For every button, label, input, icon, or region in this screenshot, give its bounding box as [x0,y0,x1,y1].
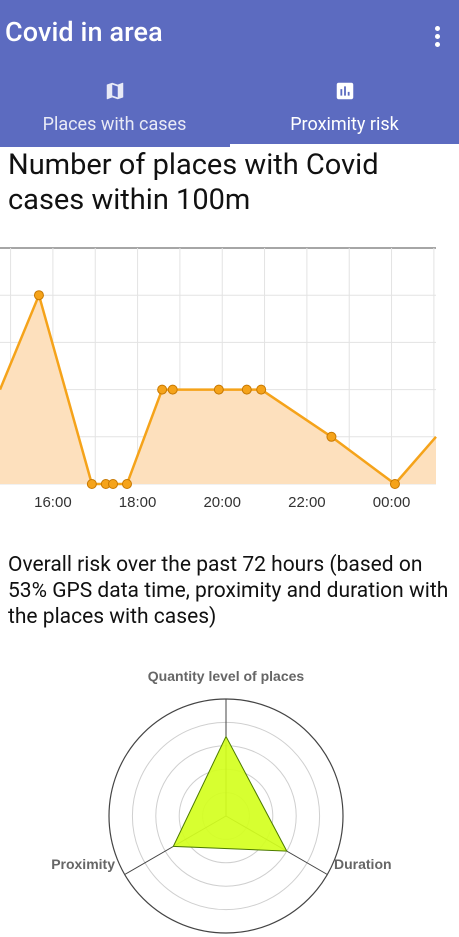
radar-axis-label: Quantity level of places [148,668,305,684]
tab-label: Proximity risk [290,114,399,135]
data-point [33,290,44,301]
bar-chart-icon [334,80,356,107]
tab-label: Places with cases [42,114,187,135]
x-tick-label: 00:00 [373,494,411,511]
x-tick-label: 22:00 [288,494,326,511]
tab-indicator [230,144,459,147]
risk-radar-chart: Quantity level of places Duration Proximit… [51,668,392,934]
data-point [241,384,252,395]
data-point [86,479,97,489]
data-point [121,479,132,489]
radar-axis-label: Proximity [51,856,115,872]
data-point [326,431,337,442]
map-icon [104,80,126,107]
overall-risk-heading: Overall risk over the past 72 hours (bas… [8,553,449,629]
radar-area [172,735,288,852]
data-point [157,384,168,395]
x-tick-label: 20:00 [203,494,241,511]
data-point [213,384,224,395]
tab-proximity-risk[interactable]: Proximity risk [230,70,459,147]
data-point [167,384,178,395]
data-point [108,479,119,489]
radar-axis-label: Duration [334,856,392,872]
x-tick-label: 18:00 [119,494,157,511]
app-title: Covid in area [5,16,163,48]
app-bar: Covid in area Places with cases Proximit… [0,0,459,147]
proximity-chart-heading: Number of places with Covid cases within… [8,148,379,217]
x-tick-label: 16:00 [34,494,72,511]
proximity-area-chart: 16:00 18:00 20:00 22:00 00:00 [0,247,437,511]
data-point [389,479,400,489]
tab-places-with-cases[interactable]: Places with cases [0,70,229,147]
data-point [256,384,267,395]
more-vert-icon[interactable] [435,26,441,50]
